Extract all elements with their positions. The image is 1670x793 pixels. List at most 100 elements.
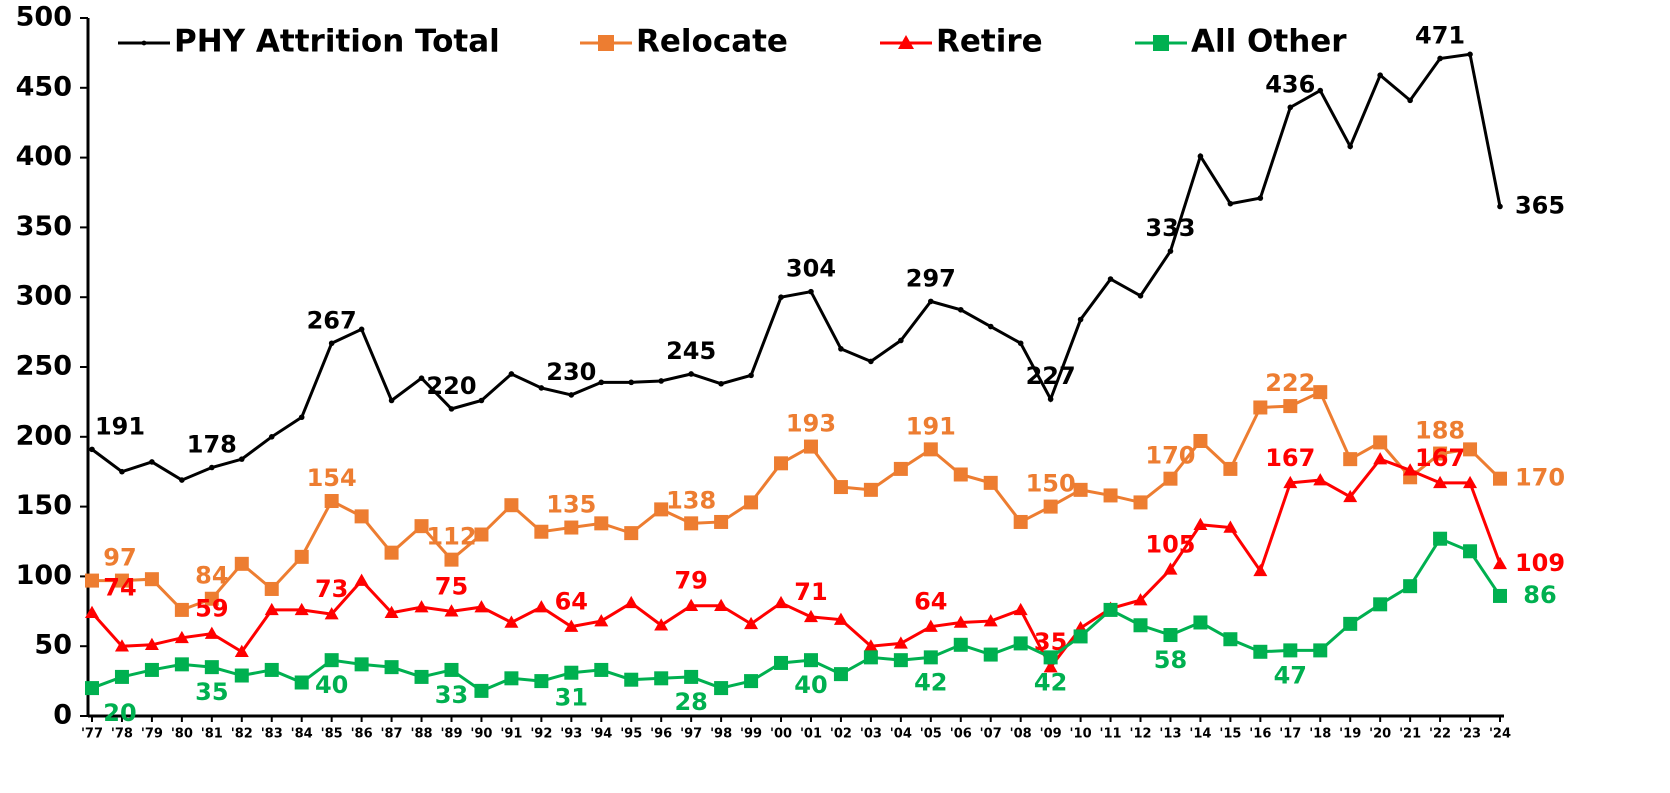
- data-label: 170: [1145, 442, 1195, 470]
- point-marker: [953, 637, 968, 652]
- point-marker: [1257, 195, 1264, 201]
- point-marker: [204, 660, 219, 675]
- x-tick-label: '20: [1369, 727, 1391, 742]
- x-tick-label: '91: [500, 727, 522, 742]
- y-tick-label: 500: [16, 2, 72, 33]
- point-marker: [1073, 482, 1088, 497]
- data-label: 109: [1515, 549, 1565, 577]
- point-marker: [1107, 276, 1114, 282]
- point-marker: [1223, 520, 1238, 533]
- data-label: 47: [1274, 661, 1307, 689]
- data-label: 297: [906, 264, 956, 292]
- point-marker: [1047, 396, 1054, 402]
- x-tick-label: '02: [830, 727, 852, 742]
- data-label: 365: [1515, 191, 1565, 219]
- point-marker: [444, 662, 459, 677]
- point-marker: [1463, 475, 1478, 489]
- y-tick-label: 0: [53, 700, 72, 731]
- point-marker: [833, 612, 848, 625]
- point-marker: [774, 595, 789, 609]
- point-marker: [144, 637, 159, 651]
- y-tick-label: 300: [16, 281, 72, 312]
- point-marker: [474, 600, 489, 613]
- x-tick-label: '86: [351, 727, 373, 742]
- point-marker: [718, 380, 724, 387]
- point-marker: [983, 475, 998, 490]
- point-marker: [1373, 597, 1388, 612]
- point-marker: [328, 340, 335, 347]
- x-tick-label: '19: [1339, 727, 1361, 742]
- point-marker: [1043, 660, 1058, 673]
- point-marker: [803, 609, 818, 623]
- x-tick-label: '92: [530, 727, 552, 742]
- point-marker: [868, 358, 874, 365]
- point-marker: [684, 516, 699, 531]
- x-tick-label: '87: [381, 727, 403, 742]
- x-tick-label: '85: [321, 727, 343, 742]
- x-tick-label: '82: [231, 727, 253, 742]
- point-marker: [833, 667, 848, 682]
- point-marker: [624, 526, 639, 541]
- data-label: 191: [95, 412, 145, 440]
- point-marker: [1193, 517, 1208, 530]
- legend-label: All Other: [1191, 24, 1347, 60]
- data-label: 20: [103, 699, 136, 727]
- point-marker: [474, 683, 489, 698]
- data-label: 150: [1026, 470, 1076, 498]
- point-marker: [654, 502, 669, 517]
- point-marker: [863, 650, 878, 665]
- data-label: 138: [666, 486, 716, 514]
- legend-label: PHY Attrition Total: [174, 24, 500, 60]
- point-marker: [1013, 514, 1028, 529]
- point-marker: [1343, 489, 1358, 503]
- point-marker: [893, 461, 908, 476]
- point-marker: [654, 671, 669, 686]
- x-tick-label: '18: [1309, 727, 1331, 742]
- x-tick-label: '23: [1459, 727, 1481, 742]
- y-tick-label: 400: [16, 141, 72, 172]
- point-marker: [1197, 153, 1204, 160]
- point-marker: [149, 459, 155, 465]
- x-tick-label: '08: [1010, 727, 1032, 742]
- point-marker: [264, 581, 279, 596]
- point-marker: [923, 442, 938, 457]
- data-label: 28: [674, 688, 707, 716]
- data-label: 42: [1034, 668, 1067, 696]
- point-marker: [714, 681, 729, 696]
- y-tick-label: 200: [16, 420, 72, 451]
- point-marker: [384, 605, 399, 618]
- point-marker: [863, 639, 878, 652]
- point-marker: [568, 392, 575, 398]
- x-tick-label: '83: [261, 727, 283, 742]
- x-tick-label: '89: [440, 727, 462, 742]
- x-tick-label: '99: [740, 727, 762, 742]
- x-tick-label: '94: [590, 727, 612, 742]
- point-marker: [478, 397, 485, 404]
- point-marker: [983, 614, 998, 627]
- point-marker: [1373, 435, 1388, 450]
- point-marker: [324, 607, 339, 620]
- point-marker: [684, 598, 699, 611]
- point-marker: [1283, 475, 1298, 489]
- point-marker: [448, 406, 455, 412]
- data-label: 35: [195, 678, 228, 706]
- data-label: 178: [187, 431, 237, 459]
- x-tick-label: '97: [680, 727, 702, 742]
- point-marker: [744, 495, 759, 510]
- x-tick-label: '01: [800, 727, 822, 742]
- point-marker: [1077, 316, 1084, 323]
- point-marker: [204, 626, 219, 639]
- point-marker: [1343, 616, 1358, 631]
- point-marker: [1403, 579, 1418, 594]
- x-tick-label: '07: [980, 727, 1002, 742]
- x-tick-label: '96: [650, 727, 672, 742]
- point-marker: [298, 414, 305, 421]
- point-marker: [234, 556, 249, 571]
- point-marker: [1343, 452, 1358, 467]
- point-marker: [1013, 636, 1028, 651]
- point-marker: [354, 509, 369, 524]
- data-label: 193: [786, 410, 836, 438]
- point-marker: [1493, 588, 1507, 603]
- x-tick-label: '17: [1279, 727, 1301, 742]
